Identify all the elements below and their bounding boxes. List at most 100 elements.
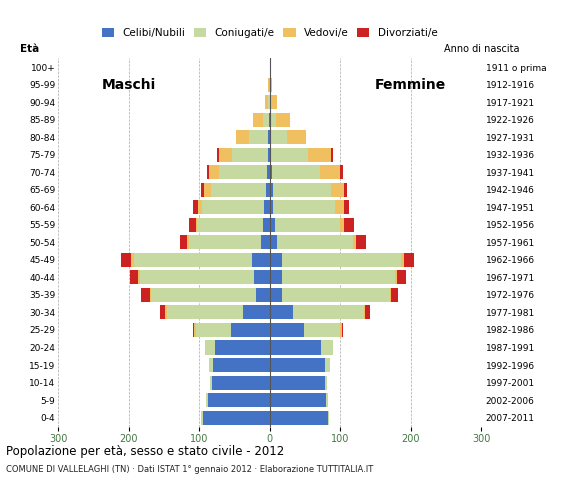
Bar [271,130,287,144]
Bar [270,288,282,302]
Bar [201,183,204,197]
Legend: Celibi/Nubili, Coniugati/e, Vedovi/e, Divorziati/e: Celibi/Nubili, Coniugati/e, Vedovi/e, Di… [100,26,440,40]
Bar [194,323,195,337]
Bar [335,200,344,215]
Bar [253,113,263,127]
Bar [340,323,342,337]
Bar [269,95,270,109]
Bar [401,253,404,267]
Bar [269,148,270,162]
Bar [270,410,328,425]
Bar [270,218,275,232]
Bar [263,113,269,127]
Bar [264,200,270,215]
Bar [219,148,231,162]
Bar [211,183,266,197]
Bar [266,95,269,109]
Bar [325,358,331,372]
Bar [231,323,270,337]
Bar [273,200,335,215]
Bar [215,340,270,355]
Bar [325,375,327,390]
Bar [270,148,271,162]
Bar [270,95,271,109]
Bar [331,148,332,162]
Bar [160,305,165,320]
Bar [142,288,150,302]
Bar [344,218,354,232]
Bar [390,288,391,302]
Bar [219,165,267,180]
Bar [276,113,290,127]
Bar [270,323,303,337]
Bar [339,165,343,180]
Bar [282,288,390,302]
Bar [282,270,396,285]
Bar [204,183,211,197]
Bar [130,270,139,285]
Bar [270,235,277,250]
Bar [328,410,329,425]
Bar [197,218,263,232]
Bar [270,78,272,92]
Bar [180,235,187,250]
Bar [331,183,344,197]
Bar [270,113,276,127]
Bar [202,200,264,215]
Bar [270,340,321,355]
Bar [150,288,151,302]
Bar [140,270,254,285]
Bar [195,323,231,337]
Text: Anno di nascita: Anno di nascita [444,44,520,54]
Bar [166,305,243,320]
Bar [212,375,270,390]
Bar [267,165,270,180]
Bar [344,200,349,215]
Bar [193,200,198,215]
Bar [269,78,270,92]
Bar [151,288,256,302]
Bar [270,358,325,372]
Bar [193,323,194,337]
Text: Femmine: Femmine [375,78,447,92]
Bar [270,130,271,144]
Bar [208,393,270,407]
Bar [270,183,273,197]
Bar [396,270,397,285]
Bar [273,183,331,197]
Bar [139,270,140,285]
Bar [269,113,270,127]
Bar [202,410,270,425]
Bar [218,148,219,162]
Bar [270,165,272,180]
Text: Popolazione per età, sesso e stato civile - 2012: Popolazione per età, sesso e stato civil… [6,445,284,458]
Bar [270,393,326,407]
Bar [270,253,282,267]
Bar [357,235,367,250]
Bar [269,130,270,144]
Bar [303,323,340,337]
Bar [130,253,133,267]
Bar [195,218,197,232]
Bar [353,235,357,250]
Bar [266,183,270,197]
Bar [207,165,209,180]
Bar [201,410,202,425]
Bar [254,270,270,285]
Bar [252,253,270,267]
Bar [365,305,370,320]
Bar [293,305,364,320]
Bar [344,183,347,197]
Bar [243,305,270,320]
Bar [282,253,401,267]
Bar [270,305,293,320]
Bar [188,235,261,250]
Bar [321,340,333,355]
Bar [391,288,398,302]
Bar [270,375,325,390]
Bar [211,375,212,390]
Bar [320,165,339,180]
Bar [206,393,208,407]
Bar [256,288,270,302]
Bar [231,148,269,162]
